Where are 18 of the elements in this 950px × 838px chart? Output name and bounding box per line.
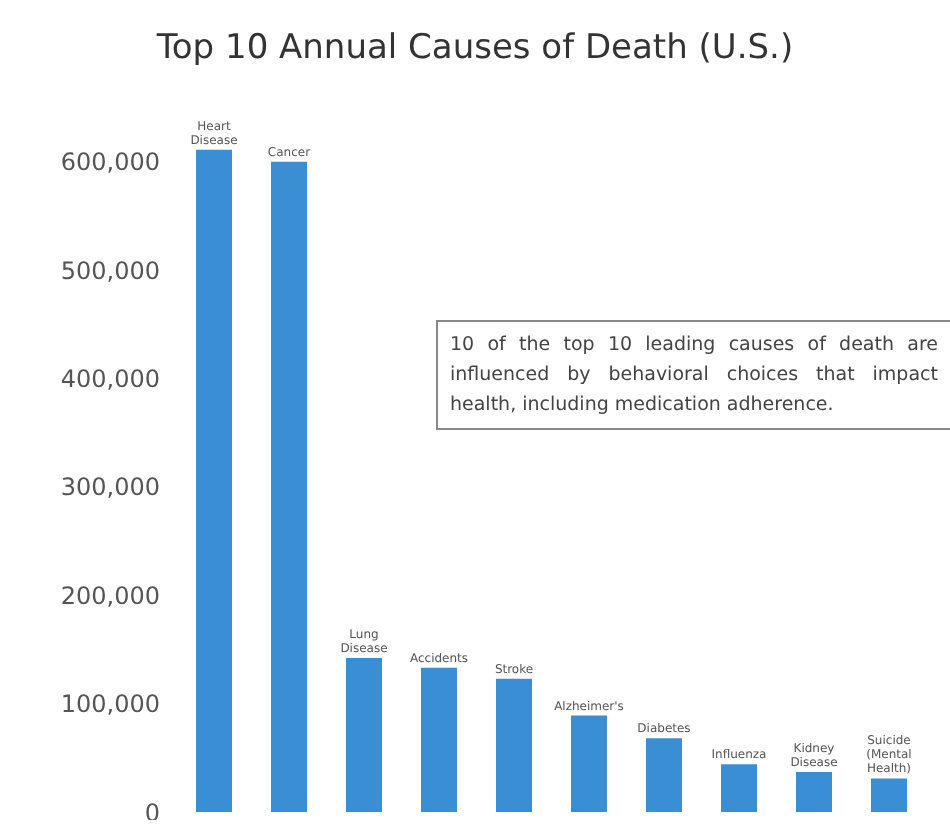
annotation: 10 of the top 10 leading causes of death are influenced by behavioral choices that impact health, including medication adherence.: [436, 320, 950, 430]
y-tick-label: 100,000: [60, 690, 160, 719]
bar: [196, 149, 232, 812]
bar: [571, 715, 607, 812]
y-tick-label: 400,000: [60, 364, 160, 393]
y-tick-label: 600,000: [60, 148, 160, 177]
bar: [496, 678, 532, 812]
bar: [871, 778, 907, 812]
bar: [796, 771, 832, 812]
chart-title: Top 10 Annual Causes of Death (U.S.): [154, 26, 796, 72]
bar: [271, 161, 307, 812]
bar: [421, 667, 457, 812]
bar: [346, 658, 382, 812]
bar: [646, 738, 682, 812]
y-tick-label: 500,000: [60, 256, 160, 285]
bar: [721, 764, 757, 812]
y-tick-label: 300,000: [60, 473, 160, 502]
y-tick-label: 200,000: [60, 581, 160, 610]
